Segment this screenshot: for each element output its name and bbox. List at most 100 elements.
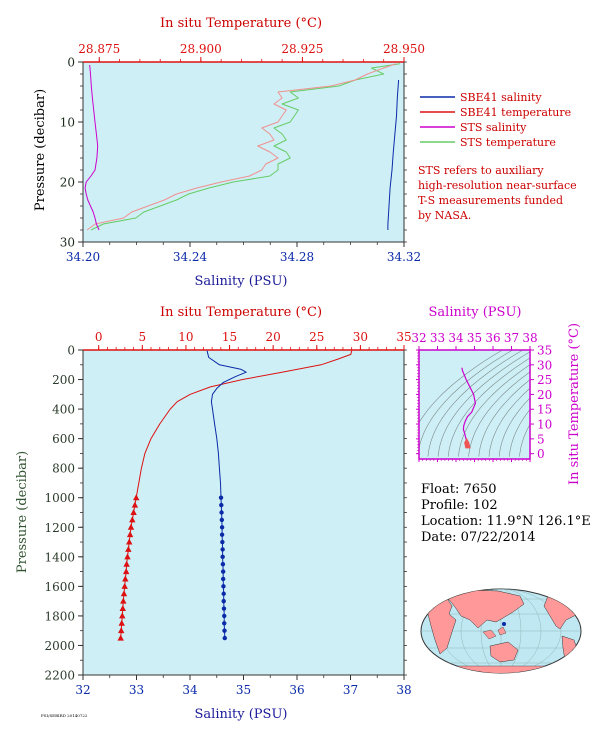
ts-temperature-tick-label: 5 (537, 432, 545, 446)
salinity-tick-label: 34.20 (66, 250, 100, 264)
pressure-tick-label: 600 (52, 432, 75, 446)
temperature-tick-label: 25 (309, 330, 324, 344)
circle-marker (219, 532, 225, 537)
temperature-tick-label: 28.950 (383, 42, 425, 56)
circle-marker (220, 562, 226, 567)
legend-label-sts-salinity: STS salinity (460, 121, 527, 134)
main-panel-pressure-axis-title: Pressure (decibar) (15, 451, 30, 573)
sts-note-line-1: STS refers to auxiliary (418, 164, 544, 177)
pressure-tick-label: 1800 (44, 609, 75, 623)
triangle-marker (120, 590, 128, 597)
circle-marker (219, 525, 225, 530)
circle-marker (221, 591, 226, 596)
ts-salinity-tick-label: 34 (448, 331, 464, 345)
circle-marker (219, 510, 224, 515)
salinity-tick-label: 32 (75, 683, 90, 697)
main-panel-axes: 0 5 10 15 20 25 30 35 32 33 34 35 36 37 38 0 200 400 600 80… (44, 330, 411, 697)
salinity-tick-label: 34.28 (280, 250, 314, 264)
density-contour (519, 423, 530, 457)
pressure-tick-label: 400 (52, 403, 75, 417)
triangle-marker (130, 509, 137, 515)
pressure-tick-label: 1600 (44, 580, 75, 594)
legend-label-sbe41-temperature: SBE41 temperature (460, 106, 571, 119)
pressure-tick-label: 1200 (44, 521, 75, 535)
circle-marker (220, 569, 226, 574)
pressure-tick-label: 800 (52, 462, 75, 476)
triangle-marker (133, 494, 140, 501)
triangle-marker (124, 553, 131, 560)
temperature-tick-label: 20 (266, 330, 281, 344)
density-contour (427, 350, 523, 457)
top-panel-legend: SBE41 salinity SBE41 temperature STS sal… (420, 91, 571, 149)
top-panel-series (84, 63, 400, 231)
top-plot-area (82, 61, 405, 243)
circle-marker (219, 502, 224, 508)
circle-marker (219, 517, 225, 523)
triangle-marker (118, 619, 125, 626)
density-contour (437, 351, 530, 457)
temperature-tick-label: 15 (222, 330, 237, 344)
triangle-marker (119, 612, 126, 619)
ts-diagram-temperature-axis-title: In situ Temperature (°C) (567, 323, 582, 485)
triangle-marker (131, 501, 139, 508)
main-panel-temperature-axis-title: In situ Temperature (°C) (160, 305, 322, 320)
series-line-sbe41-salinity (387, 79, 400, 230)
top-panel-temperature-axis-title: In situ Temperature (°C) (160, 16, 322, 31)
ts-salinity-tick-label: 32 (411, 331, 426, 345)
pressure-tick-label: 0 (67, 56, 75, 70)
ts-salinity-tick-label: 37 (504, 331, 519, 345)
salinity-tick-label: 37 (343, 683, 358, 697)
salinity-tick-label: 34.32 (387, 250, 421, 264)
temperature-tick-label: 0 (95, 330, 103, 344)
ts-triangle-marker (465, 443, 471, 449)
triangle-marker (122, 575, 129, 582)
ts-temperature-tick-label: 25 (537, 373, 552, 387)
circle-marker (222, 628, 227, 633)
triangle-marker (129, 516, 136, 523)
pressure-tick-label: 20 (60, 176, 75, 190)
ts-temperature-tick-label: 10 (537, 418, 552, 432)
series-line-sts-salinity (84, 64, 100, 231)
ts-diagram-salinity-axis-title: Salinity (PSU) (429, 305, 522, 320)
map-float-location-marker (502, 622, 506, 626)
temperature-tick-label: 28.900 (180, 42, 222, 56)
legend-label-sts-temperature: STS temperature (460, 136, 556, 149)
locator-map (420, 588, 582, 674)
main-panel: In situ Temperature (°C) 0 5 10 15 20 25 30 35 3… (15, 305, 412, 722)
pressure-tick-label: 30 (60, 236, 75, 250)
triangle-marker (121, 582, 128, 589)
triangle-marker (117, 634, 124, 641)
series-line-sts-temperature (90, 63, 400, 231)
circle-marker (221, 584, 226, 589)
circle-marker (222, 621, 227, 626)
circle-marker (220, 539, 225, 545)
sts-note-line-2: high-resolution near-surface (418, 179, 577, 192)
map-australia (489, 641, 519, 663)
top-panel-axes: 28.875 28.900 28.925 28.950 34.20 34.24 34.28 3… (60, 42, 425, 264)
circle-marker (221, 606, 227, 611)
ts-temperature-tick-label: 20 (537, 388, 552, 402)
triangle-marker (118, 627, 125, 634)
triangle-marker (120, 597, 127, 604)
map-africa-europe (427, 596, 457, 655)
circle-marker (221, 598, 226, 604)
ts-density-contours (419, 350, 530, 457)
main-panel-salinity-axis-title: Salinity (PSU) (195, 707, 288, 722)
density-contour (478, 379, 530, 457)
float-location: Location: 11.9°N 126.1°E (421, 514, 591, 529)
circle-marker (218, 495, 224, 500)
ts-temperature-tick-label: 0 (537, 447, 545, 461)
sts-note-line-3: T-S measurements funded (418, 194, 563, 207)
density-contour (419, 350, 513, 450)
map-indonesia (482, 629, 497, 640)
series-line-salinity (206, 350, 247, 498)
triangle-marker (122, 568, 130, 575)
pressure-tick-label: 2200 (44, 669, 75, 683)
circle-marker (222, 635, 227, 641)
ts-salinity-tick-label: 35 (467, 331, 482, 345)
top-panel-pressure-axis-title: Pressure (decibar) (33, 89, 48, 211)
main-panel-series (117, 350, 353, 641)
pressure-tick-label: 1400 (44, 550, 75, 564)
ts-temperature-tick-label: 15 (537, 403, 552, 417)
